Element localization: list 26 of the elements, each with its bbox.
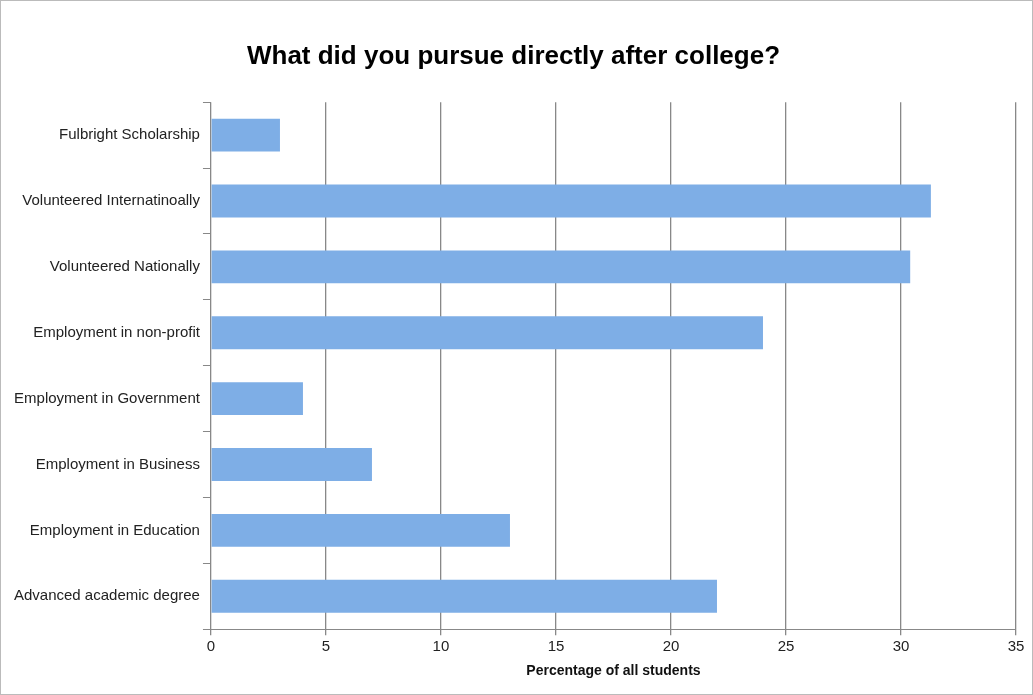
y-tick-label: Advanced academic degree <box>13 586 200 604</box>
bar <box>211 382 303 416</box>
x-tick-label: 5 <box>321 637 331 655</box>
bar <box>211 250 911 284</box>
y-tick-label: Employment in Education <box>29 520 200 538</box>
x-tick-label: 0 <box>206 637 216 655</box>
bar <box>211 118 280 152</box>
bar <box>211 579 717 613</box>
x-tick-label: 15 <box>547 637 565 655</box>
y-tick-label: Volunteered Internatinoally <box>22 191 201 209</box>
y-tick-label: Volunteered Nationally <box>49 257 201 275</box>
x-tick-label: 20 <box>662 637 680 655</box>
x-axis-title: Percentage of all students <box>526 662 701 679</box>
bar <box>211 316 763 350</box>
chart-title: What did you pursue directly after college? <box>246 39 781 70</box>
x-tick-label: 10 <box>432 637 450 655</box>
x-tick-label: 35 <box>1007 637 1025 655</box>
bar <box>211 448 372 481</box>
x-tick-label: 30 <box>892 637 910 655</box>
y-tick-label: Employment in Business <box>35 454 200 472</box>
y-tick-label: Employment in Government <box>14 388 201 406</box>
bar <box>211 184 931 218</box>
y-tick-label: Employment in non-profit <box>33 322 201 340</box>
bar <box>211 513 510 547</box>
x-tick-label: 25 <box>777 637 795 655</box>
y-tick-label: Fulbright Scholarship <box>59 125 200 143</box>
